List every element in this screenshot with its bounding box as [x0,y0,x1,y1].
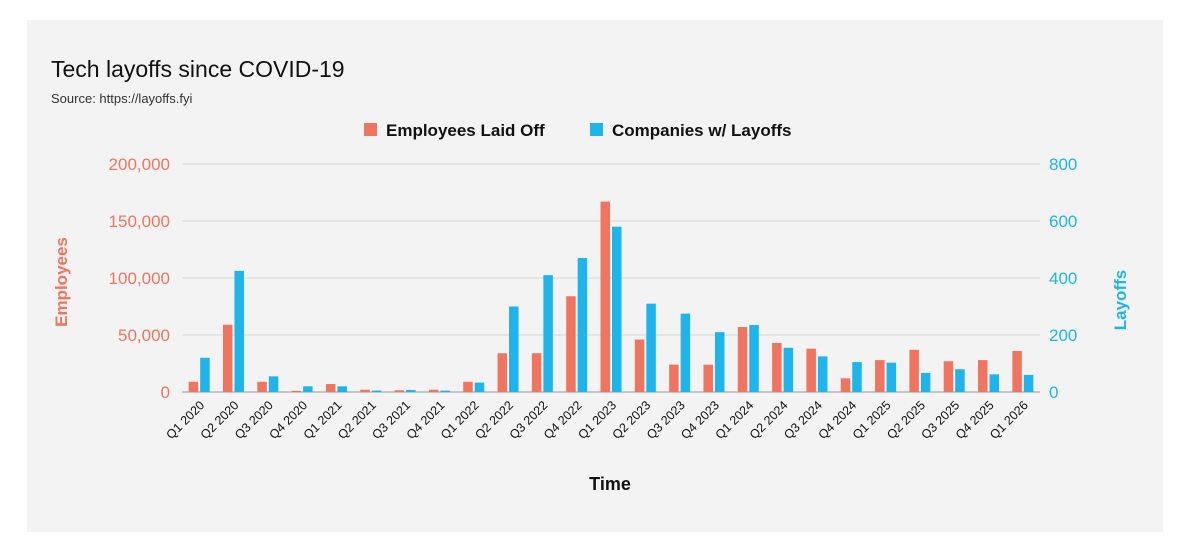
bar-employees [909,349,919,392]
bar-employees [360,389,370,392]
bar-employees [463,381,473,392]
bar-companies [612,226,622,392]
bar-employees [531,353,542,392]
left-tick-label: 50,000 [118,326,170,345]
left-tick-label: 150,000 [109,212,170,231]
legend-swatch [590,123,603,136]
right-tick-label: 200 [1049,326,1077,345]
bar-companies [234,270,244,392]
bar-companies [577,258,588,392]
legend-swatch [364,123,377,136]
bar-employees [428,389,439,392]
layoffs-chart: 0 50,000 100,000 150,000 200,000 0 200 400 600 8… [52,121,1130,494]
bar-employees [737,327,748,392]
bar-companies [646,303,656,392]
gridlines [182,163,1040,393]
bar-employees [669,364,679,392]
right-tick-label: 600 [1049,212,1077,231]
x-axis-label: Time [589,474,631,494]
left-axis-ticks: 0 50,000 100,000 150,000 200,000 [109,155,170,402]
legend-label: Companies w/ Layoffs [612,121,791,140]
bar-companies [714,332,725,392]
bar-employees [222,324,233,392]
bar-companies [1023,374,1034,392]
bar-companies [886,362,897,392]
bar-employees [497,353,508,392]
bar-employees [257,381,267,392]
legend: Employees Laid Off Companies w/ Layoffs [364,121,791,140]
bar-employees [634,339,645,392]
bar-companies [680,313,691,392]
bar-employees [291,390,302,392]
bar-companies [783,347,794,392]
bar-companies [955,369,965,392]
bar-employees [600,201,610,392]
bar-employees [978,360,988,392]
bar-companies [200,357,210,392]
bar-companies [268,376,279,392]
bar-employees [875,360,885,392]
left-tick-label: 200,000 [109,155,170,174]
bar-employees [566,296,576,392]
bar-companies [749,325,759,392]
bar-companies [509,306,519,392]
bar-companies [337,386,347,392]
bar-companies [440,390,450,392]
right-tick-label: 0 [1049,383,1058,402]
bar-employees [840,378,851,392]
chart-title: Tech layoffs since COVID-19 [51,56,345,82]
right-tick-label: 400 [1049,269,1077,288]
bar-employees [703,364,713,392]
bar-employees [325,384,336,392]
bar-employees [188,381,199,392]
bar-employees [772,342,782,392]
chart-source: Source: https://layoffs.fyi [51,91,193,106]
x-tick-label: Q1 2026 [987,398,1031,442]
right-tick-label: 800 [1049,155,1077,174]
bar-companies [989,374,1000,392]
bar-companies [406,390,416,392]
left-tick-label: 0 [161,383,170,402]
bar-companies [920,372,931,392]
bar-employees [943,361,954,392]
left-tick-label: 100,000 [109,269,170,288]
bar-companies [303,386,313,392]
right-axis-ticks: 0 200 400 600 800 [1049,155,1077,402]
chart-card: Tech layoffs since COVID-19 Source: http… [27,20,1163,532]
bar-companies [852,362,862,392]
bar-companies [817,356,828,392]
y-axis-label-right: Layoffs [1111,270,1130,330]
bar-employees [806,348,816,392]
bar-employees [1012,350,1022,392]
y-axis-label-left: Employees [52,237,71,327]
legend-label: Employees Laid Off [386,121,545,140]
bars [188,201,1034,392]
bar-companies [543,275,553,392]
bar-companies [474,382,485,392]
bar-companies [371,390,382,392]
bar-employees [394,390,405,392]
